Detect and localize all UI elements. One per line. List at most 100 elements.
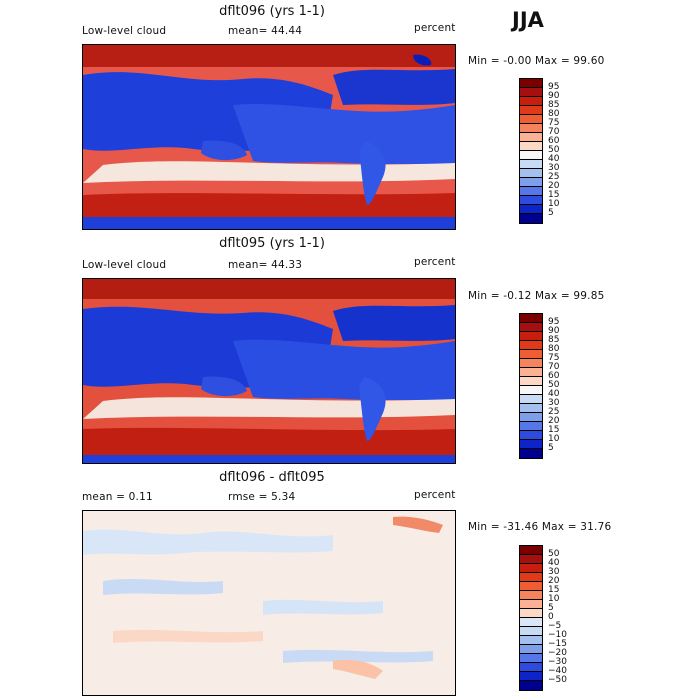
panel-1-colorbar-swatch — [520, 196, 542, 205]
panel-2-colorbar-swatch — [520, 341, 542, 350]
panel-3-colorbar-swatch — [520, 609, 542, 618]
panel-1-colorbar-tick: 50 — [548, 145, 560, 155]
panel-2-colorbar-swatch — [520, 440, 542, 449]
panel-2-colorbar-swatch — [520, 368, 542, 377]
panel-1-map — [82, 44, 456, 230]
panel-1-colorbar-tick: 90 — [548, 91, 560, 101]
panel-3-colorbar-tick: 5 — [548, 603, 554, 613]
panel-2-colorbar-swatch — [520, 323, 542, 332]
panel-1-minmax: Min = -0.00 Max = 99.60 — [468, 55, 605, 67]
panel-2-colorbar-swatch — [520, 386, 542, 395]
panel-1-colorbar-tick: 15 — [548, 190, 560, 200]
panel-3-mean-label: mean = 0.11 — [82, 491, 153, 503]
panel-1-colorbar-swatch — [520, 160, 542, 169]
panel-1-colorbar-swatch — [520, 151, 542, 160]
panel-3-colorbar-swatch — [520, 636, 542, 645]
panel-1-colorbar — [519, 78, 543, 224]
panel-3-colorbar-swatch — [520, 600, 542, 609]
panel-2-map — [82, 278, 456, 464]
panel-1-colorbar-swatch — [520, 106, 542, 115]
panel-1-colorbar-swatch — [520, 115, 542, 124]
panel-2-colorbar-tick: 40 — [548, 389, 560, 399]
panel-1-colorbar-tick: 30 — [548, 163, 560, 173]
panel-3-colorbar-swatch — [520, 573, 542, 582]
panel-3-colorbar-tick: −5 — [548, 621, 562, 631]
panel-2-colorbar-tick: 5 — [548, 443, 554, 453]
panel-1-colorbar-swatch — [520, 79, 542, 88]
panel-2-colorbar-tick: 75 — [548, 353, 560, 363]
panel-3-colorbar-swatch — [520, 672, 542, 681]
panel-2-variable-label: Low-level cloud — [82, 259, 167, 271]
panel-3-colorbar-swatch — [520, 681, 542, 690]
panel-3-colorbar-tick: −50 — [548, 675, 567, 685]
season-label: JJA — [512, 8, 544, 32]
panel-1-colorbar-swatch — [520, 88, 542, 97]
panel-2-colorbar-tick: 70 — [548, 362, 560, 372]
panel-3-map-field — [83, 511, 455, 695]
panel-1-colorbar-tick: 5 — [548, 208, 554, 218]
panel-3-colorbar-tick: 15 — [548, 585, 560, 595]
panel-2-colorbar-tick: 50 — [548, 380, 560, 390]
panel-1-colorbar-swatch — [520, 178, 542, 187]
panel-3-rmse-label: rmse = 5.34 — [228, 491, 296, 503]
panel-2-mean-label: mean= 44.33 — [228, 259, 303, 271]
panel-2-colorbar-tick: 80 — [548, 344, 560, 354]
panel-3-minmax: Min = -31.46 Max = 31.76 — [468, 521, 612, 533]
panel-3-colorbar-tick: 10 — [548, 594, 560, 604]
panel-1-colorbar-tick: 25 — [548, 172, 560, 182]
panel-2-colorbar-swatch — [520, 449, 542, 458]
panel-3-colorbar-tick: −40 — [548, 666, 567, 676]
panel-3-colorbar-tick: −30 — [548, 657, 567, 667]
panel-2-title: dflt095 (yrs 1-1) — [219, 236, 325, 251]
panel-1-colorbar-swatch — [520, 97, 542, 106]
panel-2-colorbar-tick: 30 — [548, 398, 560, 408]
panel-2-colorbar-swatch — [520, 314, 542, 323]
panel-3-colorbar-swatch — [520, 546, 542, 555]
panel-2-colorbar-swatch — [520, 431, 542, 440]
panel-3-colorbar-swatch — [520, 618, 542, 627]
panel-3-units-label: percent — [414, 489, 456, 501]
panel-2-minmax: Min = -0.12 Max = 99.85 — [468, 290, 605, 302]
panel-3-colorbar — [519, 545, 543, 691]
panel-3-colorbar-swatch — [520, 582, 542, 591]
panel-3-colorbar-swatch — [520, 591, 542, 600]
panel-1-colorbar-swatch — [520, 124, 542, 133]
panel-2-colorbar-swatch — [520, 422, 542, 431]
panel-1-colorbar-tick: 40 — [548, 154, 560, 164]
panel-2-colorbar-tick: 60 — [548, 371, 560, 381]
panel-1-colorbar-tick: 20 — [548, 181, 560, 191]
panel-1-colorbar-tick: 60 — [548, 136, 560, 146]
panel-3-colorbar-tick: 30 — [548, 567, 560, 577]
panel-1-title: dflt096 (yrs 1-1) — [219, 4, 325, 19]
panel-2-colorbar-swatch — [520, 332, 542, 341]
panel-3-colorbar-tick: 20 — [548, 576, 560, 586]
panel-3-colorbar-swatch — [520, 627, 542, 636]
panel-2-colorbar-swatch — [520, 377, 542, 386]
panel-3-colorbar-tick: −15 — [548, 639, 567, 649]
panel-1-colorbar-tick: 10 — [548, 199, 560, 209]
panel-2-colorbar-tick: 90 — [548, 326, 560, 336]
panel-3-colorbar-swatch — [520, 663, 542, 672]
panel-2-colorbar-tick: 15 — [548, 425, 560, 435]
panel-3-colorbar-tick: 0 — [548, 612, 554, 622]
panel-3-colorbar-swatch — [520, 645, 542, 654]
panel-3-colorbar-swatch — [520, 654, 542, 663]
panel-1-colorbar-tick: 80 — [548, 109, 560, 119]
panel-1-mean-label: mean= 44.44 — [228, 25, 303, 37]
panel-1-colorbar-swatch — [520, 133, 542, 142]
panel-1-colorbar-tick: 70 — [548, 127, 560, 137]
panel-2-colorbar-swatch — [520, 395, 542, 404]
panel-3-colorbar-tick: −20 — [548, 648, 567, 658]
panel-1-colorbar-swatch — [520, 169, 542, 178]
panel-3-map — [82, 510, 456, 696]
panel-1-units-label: percent — [414, 22, 456, 34]
panel-2-map-field — [83, 279, 455, 463]
panel-1-colorbar-tick: 95 — [548, 82, 560, 92]
panel-2-colorbar-swatch — [520, 350, 542, 359]
panel-1-colorbar-swatch — [520, 214, 542, 223]
panel-1-colorbar-tick: 75 — [548, 118, 560, 128]
panel-3-title: dflt096 - dflt095 — [219, 470, 325, 485]
panel-2-colorbar-swatch — [520, 413, 542, 422]
panel-3-colorbar-swatch — [520, 555, 542, 564]
panel-2-colorbar-tick: 85 — [548, 335, 560, 345]
